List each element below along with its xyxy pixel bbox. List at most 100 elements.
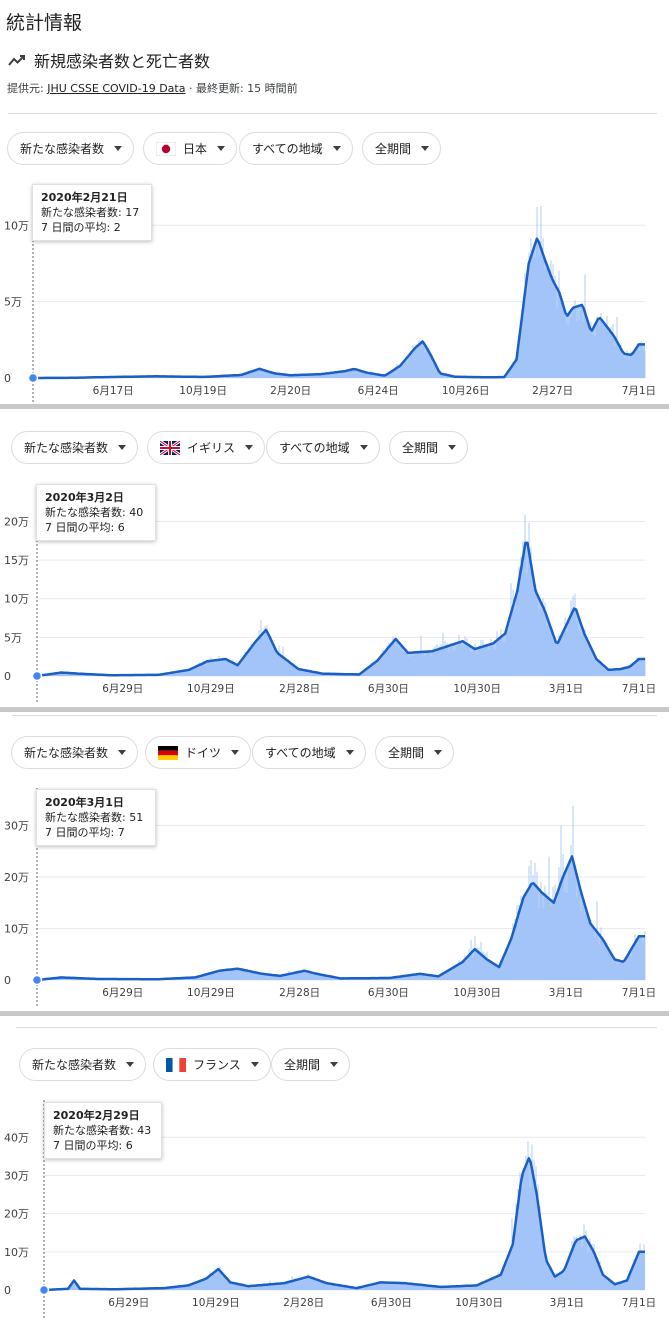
tooltip-average: 7 日間の平均: 7 <box>45 826 125 839</box>
dropdown-label: 全期間 <box>402 441 439 455</box>
chevron-down-icon <box>126 1062 135 1067</box>
japan-cases-chart[interactable]: 0 5万 10万 6月17日 10月19日 2月20日 6月24日 10月26日 2月27日 7月… <box>0 180 669 402</box>
x-tick-label: 2月20日 <box>270 385 311 397</box>
metric-dropdown[interactable]: 新たな感染者数 <box>11 736 139 769</box>
y-tick-label: 0 <box>4 1284 11 1297</box>
tooltip-average: 7 日間の平均: 6 <box>53 1139 133 1152</box>
area-fill <box>33 238 645 378</box>
y-tick-label: 20万 <box>4 871 29 884</box>
chart-tooltip: 2020年2月29日 新たな感染者数: 43 7 日間の平均: 6 <box>44 1102 162 1159</box>
dropdown-label: 新たな感染者数 <box>24 746 109 760</box>
area-fill <box>37 856 645 980</box>
region-dropdown[interactable]: すべての地域 <box>266 431 380 464</box>
tooltip-cases: 新たな感染者数: 17 <box>41 206 140 219</box>
tooltip-date: 2020年2月29日 <box>53 1109 140 1122</box>
metric-dropdown[interactable]: 新たな感染者数 <box>19 1048 147 1081</box>
x-tick-label: 6月30日 <box>371 1297 412 1309</box>
country-dropdown[interactable]: イギリス <box>147 431 266 464</box>
metric-dropdown[interactable]: 新たな感染者数 <box>7 132 135 165</box>
chart-tooltip: 2020年3月2日 新たな感染者数: 40 7 日間の平均: 6 <box>36 484 156 541</box>
y-tick-label: 5万 <box>4 631 22 644</box>
x-tick-label: 7月1日 <box>622 987 656 999</box>
source-link[interactable]: JHU CSSE COVID-19 Data <box>47 82 186 95</box>
period-dropdown[interactable]: 全期間 <box>362 132 442 165</box>
x-tick-label: 10月19日 <box>179 385 227 397</box>
y-tick-label: 30万 <box>4 1169 29 1182</box>
last-updated: · 最終更新: 15 時間前 <box>185 82 298 95</box>
average-line <box>36 855 645 982</box>
period-dropdown[interactable]: 全期間 <box>375 736 455 769</box>
area-fill <box>37 542 645 676</box>
germany-flag-icon <box>158 745 178 760</box>
x-tick-label: 10月30日 <box>455 1297 503 1309</box>
country-dropdown[interactable]: フランス <box>153 1048 271 1081</box>
tooltip-date: 2020年3月1日 <box>45 796 124 809</box>
chevron-down-icon <box>118 750 127 755</box>
section-title: 新規感染者数と死亡者数 <box>34 52 211 71</box>
chevron-down-icon <box>434 750 443 755</box>
chevron-down-icon <box>245 445 254 450</box>
x-tick-label: 10月29日 <box>187 683 235 695</box>
y-tick-label: 40万 <box>4 1131 29 1144</box>
metric-dropdown[interactable]: 新たな感染者数 <box>11 431 139 464</box>
cursor-point <box>27 372 39 384</box>
uk-cases-chart[interactable]: 0 5万 10万 15万 20万 6月29日 10月29日 2月28日 6月30日 10月30日 3… <box>0 480 669 702</box>
dropdown-label: 日本 <box>183 142 208 156</box>
chart-tooltip: 2020年2月21日 新たな感染者数: 17 7 日間の平均: 2 <box>32 184 152 241</box>
period-dropdown[interactable]: 全期間 <box>389 431 469 464</box>
source-line: 提供元: JHU CSSE COVID-19 Data · 最終更新: 15 時… <box>7 80 298 96</box>
average-line <box>36 541 645 678</box>
chevron-down-icon <box>332 146 341 151</box>
x-tick-label: 10月26日 <box>442 385 490 397</box>
country-dropdown[interactable]: 日本 <box>143 132 238 165</box>
dropdown-label: イギリス <box>187 441 236 455</box>
tooltip-date: 2020年2月21日 <box>41 191 128 204</box>
average-line <box>33 237 645 380</box>
x-tick-label: 6月29日 <box>108 1297 149 1309</box>
chevron-down-icon <box>231 750 240 755</box>
x-tick-label: 2月28日 <box>279 683 320 695</box>
chevron-down-icon <box>421 146 430 151</box>
x-tick-label: 3月1日 <box>550 1297 584 1309</box>
x-tick-label: 6月29日 <box>102 987 143 999</box>
section-separator <box>0 404 669 409</box>
y-tick-label: 15万 <box>4 554 29 567</box>
dropdown-label: 新たな感染者数 <box>24 441 109 455</box>
divider <box>12 715 657 716</box>
section-separator <box>0 707 669 712</box>
tooltip-cases: 新たな感染者数: 43 <box>53 1124 152 1137</box>
y-tick-label: 20万 <box>4 515 29 528</box>
tooltip-cases: 新たな感染者数: 40 <box>45 506 144 519</box>
x-tick-label: 2月28日 <box>283 1297 324 1309</box>
trending-up-icon <box>8 55 25 66</box>
x-tick-label: 2月28日 <box>279 987 320 999</box>
period-dropdown[interactable]: 全期間 <box>271 1048 351 1081</box>
tooltip-average: 7 日間の平均: 6 <box>45 521 125 534</box>
chevron-down-icon <box>250 1062 259 1067</box>
chart-tooltip: 2020年3月1日 新たな感染者数: 51 7 日間の平均: 7 <box>36 789 156 846</box>
x-tick-label: 2月27日 <box>532 385 573 397</box>
dropdown-label: すべての地域 <box>279 441 350 455</box>
dropdown-label: すべての地域 <box>265 746 336 760</box>
chevron-down-icon <box>114 146 123 151</box>
tooltip-average: 7 日間の平均: 2 <box>41 221 121 234</box>
region-dropdown[interactable]: すべての地域 <box>252 736 366 769</box>
japan-flag-icon <box>155 141 177 156</box>
dropdown-label: 全期間 <box>284 1058 321 1072</box>
x-tick-label: 6月24日 <box>358 385 399 397</box>
germany-cases-chart[interactable]: 0 10万 20万 30万 6月29日 10月29日 2月28日 6月30日 10月30日 3月1… <box>0 784 669 1006</box>
y-tick-label: 20万 <box>4 1208 29 1221</box>
country-dropdown[interactable]: ドイツ <box>145 736 252 769</box>
x-tick-label: 3月1日 <box>549 683 583 695</box>
chevron-down-icon <box>330 1062 339 1067</box>
dropdown-label: 全期間 <box>388 746 425 760</box>
x-tick-label: 7月1日 <box>622 1297 656 1309</box>
x-tick-label: 7月1日 <box>622 683 656 695</box>
section-separator <box>0 1011 669 1016</box>
region-dropdown[interactable]: すべての地域 <box>239 132 353 165</box>
x-tick-label: 6月30日 <box>368 987 409 999</box>
y-tick-label: 0 <box>4 372 11 385</box>
area-fill <box>44 1158 645 1290</box>
chevron-down-icon <box>359 445 368 450</box>
section-heading: 新規感染者数と死亡者数 <box>8 48 210 72</box>
